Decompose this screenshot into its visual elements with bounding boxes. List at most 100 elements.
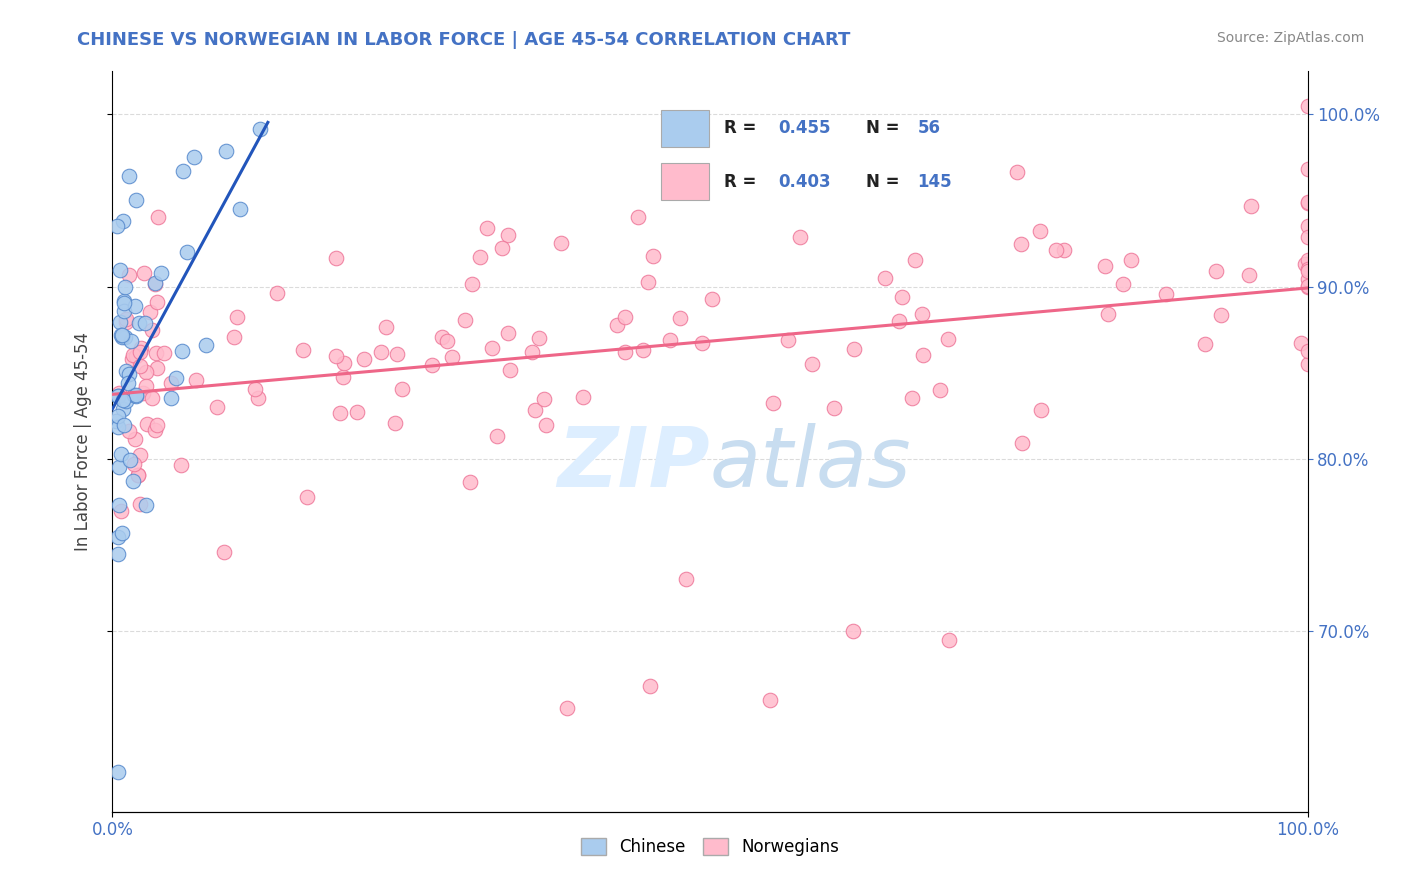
Point xyxy=(375,320,398,334)
Point xyxy=(146,211,169,225)
Point xyxy=(346,405,368,419)
Point xyxy=(124,299,146,313)
Point xyxy=(1296,219,1319,234)
Point xyxy=(436,334,458,348)
Point xyxy=(1296,230,1319,244)
Point xyxy=(873,270,896,285)
Point xyxy=(938,632,960,647)
Point xyxy=(111,402,134,417)
Point xyxy=(128,316,150,330)
Point xyxy=(1112,277,1135,292)
Point xyxy=(641,249,664,263)
Point xyxy=(132,386,155,401)
Point xyxy=(111,213,134,227)
Point xyxy=(108,386,131,401)
Point xyxy=(127,467,149,482)
Point xyxy=(1010,236,1032,251)
Point xyxy=(631,343,654,357)
Point xyxy=(332,356,354,370)
Point xyxy=(778,333,800,347)
Point xyxy=(145,417,167,432)
Point xyxy=(136,417,159,431)
Point xyxy=(1240,199,1263,213)
Point xyxy=(183,150,205,164)
Point xyxy=(115,364,138,378)
Point xyxy=(118,452,141,467)
Point xyxy=(889,314,911,328)
Point xyxy=(122,457,145,471)
Point xyxy=(491,241,513,255)
Text: 56: 56 xyxy=(917,120,941,137)
Point xyxy=(430,330,453,344)
Point xyxy=(842,342,865,356)
Point xyxy=(122,387,145,401)
Point xyxy=(118,268,141,283)
Point xyxy=(536,418,558,433)
Point xyxy=(1045,243,1067,257)
Point xyxy=(929,384,952,398)
Point xyxy=(1296,357,1319,371)
Point xyxy=(110,328,132,343)
Point xyxy=(114,279,136,293)
Point xyxy=(1011,435,1033,450)
Point xyxy=(107,530,129,544)
Point xyxy=(108,263,131,277)
Point xyxy=(555,701,578,715)
Point xyxy=(141,323,163,337)
Text: ZIP: ZIP xyxy=(557,423,710,504)
Point xyxy=(1296,253,1319,268)
Point xyxy=(118,169,141,183)
Text: R =: R = xyxy=(724,120,762,137)
Point xyxy=(891,290,914,304)
Text: Source: ZipAtlas.com: Source: ZipAtlas.com xyxy=(1216,31,1364,45)
Point xyxy=(1029,402,1052,417)
Point xyxy=(125,349,148,363)
Point xyxy=(107,389,129,403)
Y-axis label: In Labor Force | Age 45-54: In Labor Force | Age 45-54 xyxy=(73,332,91,551)
Point xyxy=(107,389,129,403)
Point xyxy=(146,361,169,376)
Point xyxy=(801,357,824,371)
Point xyxy=(481,342,503,356)
Point xyxy=(468,250,491,264)
Point xyxy=(637,275,659,289)
Bar xyxy=(661,163,709,200)
Point xyxy=(143,423,166,437)
Point xyxy=(669,311,692,326)
Point xyxy=(454,312,477,326)
Point xyxy=(105,219,128,234)
Point xyxy=(127,468,149,483)
Text: atlas: atlas xyxy=(710,423,911,504)
Point xyxy=(1094,259,1116,273)
Point xyxy=(759,693,782,707)
Text: N =: N = xyxy=(866,120,905,137)
Point xyxy=(125,193,148,207)
Point xyxy=(904,252,927,267)
Point xyxy=(129,497,152,511)
Point xyxy=(1296,194,1319,209)
Point xyxy=(522,344,544,359)
Point xyxy=(112,392,135,407)
Point xyxy=(246,391,269,405)
Point xyxy=(1296,272,1319,286)
Point xyxy=(214,144,236,158)
Point xyxy=(627,210,650,224)
Point xyxy=(108,315,131,329)
Point xyxy=(107,409,129,424)
Point xyxy=(606,318,628,332)
Point xyxy=(117,376,139,390)
Point xyxy=(498,363,520,377)
Point xyxy=(332,370,354,384)
Point xyxy=(114,330,136,344)
Point xyxy=(1005,165,1028,179)
Point xyxy=(370,345,392,359)
Point xyxy=(1296,99,1319,113)
Text: 145: 145 xyxy=(917,173,952,191)
Point xyxy=(149,266,172,280)
Point xyxy=(524,403,547,417)
Point xyxy=(205,401,228,415)
Point xyxy=(938,332,960,346)
Point xyxy=(145,345,167,359)
Point xyxy=(114,296,135,310)
Point xyxy=(420,359,443,373)
